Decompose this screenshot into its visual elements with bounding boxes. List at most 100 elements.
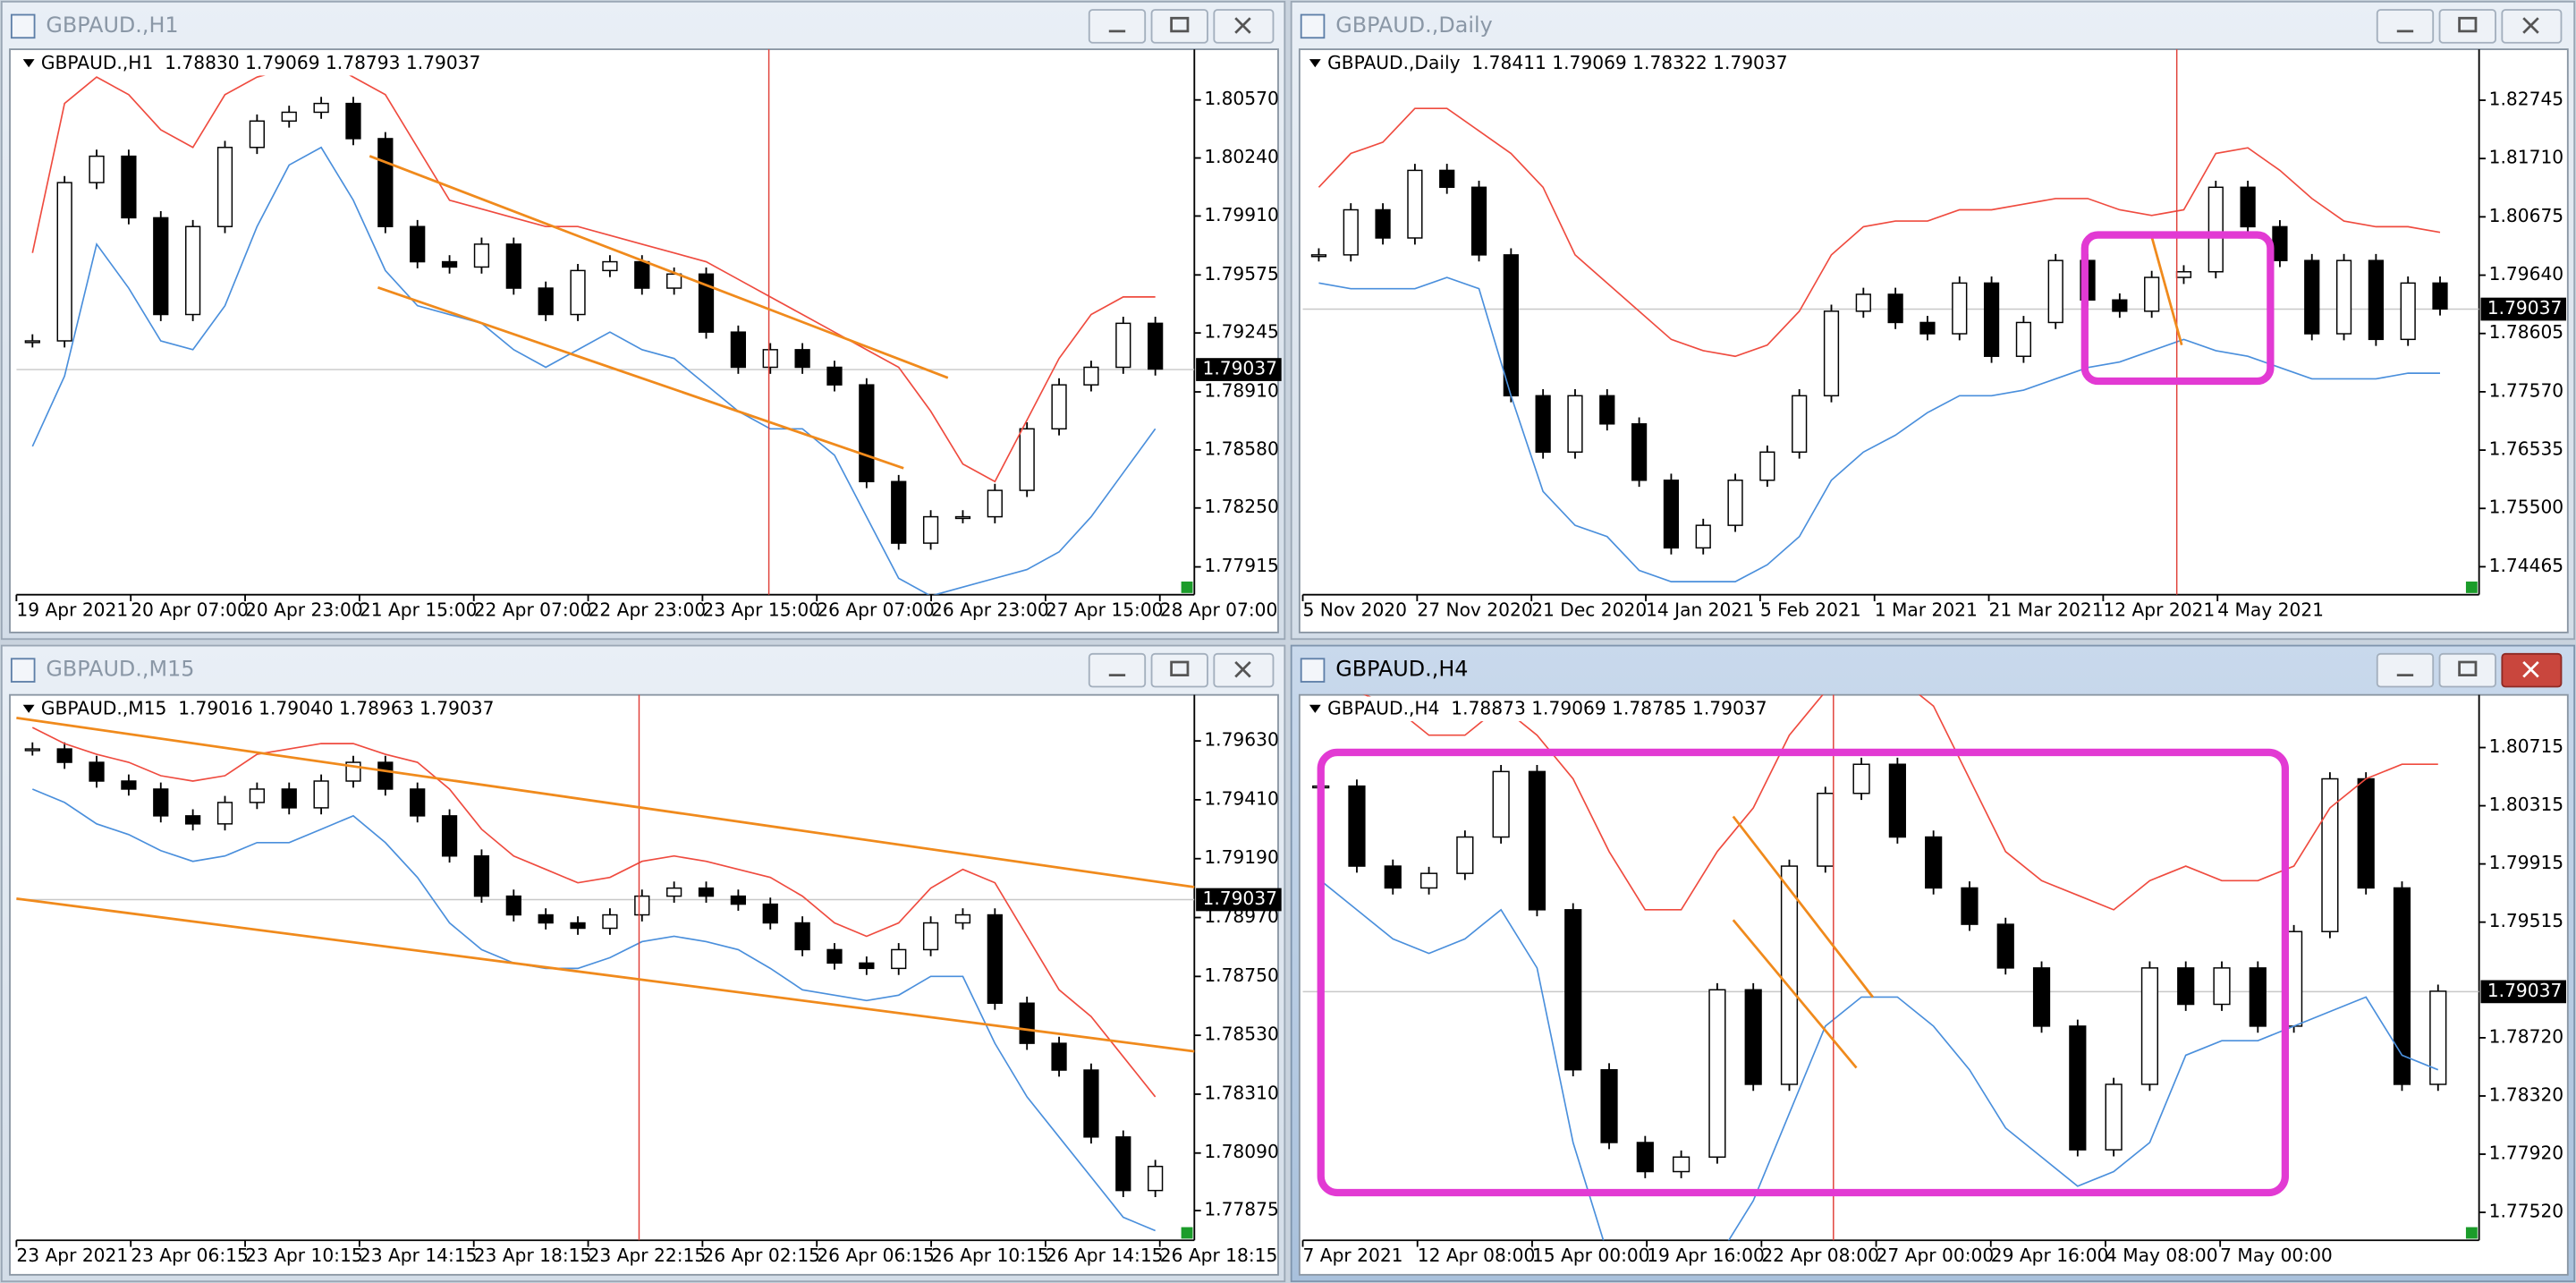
x-tick-label: 23 Apr 2021 bbox=[16, 1245, 128, 1266]
candle-body bbox=[794, 349, 810, 369]
candle-body bbox=[1996, 923, 2014, 969]
y-tick-label: 1.80570 bbox=[1204, 88, 1278, 109]
candle-body bbox=[1695, 524, 1711, 549]
candle-body bbox=[505, 895, 521, 916]
candle-body bbox=[1983, 282, 2000, 357]
x-tick-label: 26 Apr 23:00 bbox=[931, 599, 1049, 621]
candle-body bbox=[762, 903, 778, 924]
candle-body bbox=[24, 748, 40, 752]
chart-header: GBPAUD.,M15 1.79016 1.79040 1.78963 1.79… bbox=[41, 698, 495, 719]
chart-header: GBPAUD.,H1 1.78830 1.79069 1.78793 1.790… bbox=[41, 52, 480, 73]
candle-body bbox=[1600, 1068, 1618, 1143]
price-tag bbox=[1196, 358, 1282, 381]
candle-body bbox=[410, 788, 426, 817]
y-tick-label: 1.78750 bbox=[1204, 964, 1278, 986]
y-tick-label: 1.77875 bbox=[1204, 1199, 1278, 1220]
x-tick-label: 26 Apr 14:15 bbox=[1046, 1245, 1164, 1266]
lower-band bbox=[1318, 276, 2441, 582]
candle-body bbox=[2032, 967, 2051, 1027]
y-tick-label: 1.79410 bbox=[1204, 787, 1278, 809]
y-tick-label: 1.78720 bbox=[2489, 1025, 2563, 1047]
candle-body bbox=[1919, 321, 1936, 335]
highlight-box bbox=[1317, 231, 2290, 1197]
price-tag-label: 1.79037 bbox=[2487, 980, 2562, 1001]
y-tick-label: 1.80240 bbox=[1204, 146, 1278, 167]
x-tick-label: 23 Apr 22:15 bbox=[589, 1245, 707, 1266]
candle-body bbox=[153, 788, 169, 817]
y-tick-label: 1.79910 bbox=[1204, 204, 1278, 225]
candle-body bbox=[1115, 1136, 1131, 1192]
chart-header: GBPAUD.,H4 1.78873 1.79069 1.78785 1.790… bbox=[1327, 698, 1767, 719]
candle-body bbox=[1663, 480, 1680, 549]
x-tick-label: 26 Apr 18:15 bbox=[1160, 1245, 1278, 1266]
x-tick-label: 23 Apr 15:00 bbox=[702, 599, 820, 621]
candle-body bbox=[1348, 785, 1366, 867]
x-tick-label: 19 Apr 2021 bbox=[16, 599, 128, 621]
candle-body bbox=[377, 761, 394, 790]
candle-body bbox=[987, 489, 1003, 518]
candle-body bbox=[2400, 282, 2416, 341]
y-tick-label: 1.80675 bbox=[2489, 205, 2563, 226]
candle-body bbox=[216, 802, 233, 825]
candle-body bbox=[2368, 259, 2384, 341]
y-tick-label: 1.78310 bbox=[1204, 1082, 1278, 1103]
candle-body bbox=[377, 138, 394, 227]
x-tick-label: 5 Feb 2021 bbox=[1760, 599, 1861, 621]
header-arrow bbox=[22, 59, 35, 68]
x-tick-label: 29 Apr 16:00 bbox=[1991, 1245, 2109, 1266]
window-button[interactable] bbox=[1088, 9, 2563, 688]
upper-band bbox=[1318, 107, 2441, 358]
x-tick-label: 23 Apr 18:15 bbox=[474, 1245, 592, 1266]
upper-band bbox=[31, 58, 1156, 483]
candle-body bbox=[666, 887, 682, 897]
candle-body bbox=[2393, 887, 2411, 1085]
candle-body bbox=[987, 913, 1003, 1004]
candle-body bbox=[2177, 967, 2195, 1006]
candle-body bbox=[1567, 395, 1583, 454]
x-tick-label: 28 Apr 07:00 bbox=[1160, 599, 1278, 621]
candle-body bbox=[826, 366, 843, 386]
y-tick-label: 1.77915 bbox=[1204, 555, 1278, 576]
candle-body bbox=[1823, 310, 1840, 397]
x-tick-label: 23 Apr 10:15 bbox=[245, 1245, 363, 1266]
candle-body bbox=[2429, 990, 2447, 1085]
x-tick-label: 21 Dec 2020 bbox=[1531, 599, 1647, 621]
candle-body bbox=[2069, 1025, 2087, 1151]
header-arrow bbox=[1309, 59, 1321, 68]
candle-body bbox=[2335, 259, 2352, 335]
candle-body bbox=[1599, 395, 1615, 425]
price-tag bbox=[2480, 297, 2566, 321]
candle-body bbox=[2015, 321, 2032, 357]
candle-body bbox=[1456, 836, 1474, 874]
candle-body bbox=[2105, 1083, 2123, 1151]
window-title: GBPAUD.,H4 bbox=[1335, 657, 1468, 682]
y-tick-label: 1.78910 bbox=[1204, 380, 1278, 402]
y-tick-label: 1.78605 bbox=[2489, 321, 2563, 343]
candle-body bbox=[1375, 208, 1391, 239]
candle-body bbox=[794, 922, 810, 951]
candle-body bbox=[1744, 989, 1762, 1085]
candle-body bbox=[281, 111, 297, 123]
y-tick-label: 1.78580 bbox=[1204, 438, 1278, 459]
y-tick-label: 1.79915 bbox=[2489, 852, 2563, 873]
candle-body bbox=[1631, 423, 1648, 481]
candle-body bbox=[1925, 836, 1943, 889]
candle-body bbox=[2249, 967, 2267, 1027]
x-tick-label: 1 Mar 2021 bbox=[1875, 599, 1978, 621]
y-tick-label: 1.80715 bbox=[2489, 735, 2563, 757]
candle-body bbox=[1051, 384, 1067, 430]
candle-body bbox=[2272, 225, 2288, 261]
candle-body bbox=[1961, 887, 1979, 925]
upper-band bbox=[31, 726, 1157, 1098]
candle-body bbox=[410, 225, 426, 263]
candle-body bbox=[1727, 480, 1743, 526]
x-tick-label: 26 Apr 07:00 bbox=[817, 599, 935, 621]
y-tick-label: 1.81710 bbox=[2489, 147, 2563, 168]
candle-body bbox=[762, 349, 778, 369]
x-tick-label: 21 Mar 2021 bbox=[1989, 599, 2104, 621]
candle-body bbox=[185, 225, 201, 316]
candle-body bbox=[1792, 395, 1808, 454]
x-tick-label: 19 Apr 16:00 bbox=[1647, 1245, 1765, 1266]
candle-body bbox=[2112, 299, 2128, 312]
window-title: GBPAUD.,M15 bbox=[46, 657, 194, 682]
